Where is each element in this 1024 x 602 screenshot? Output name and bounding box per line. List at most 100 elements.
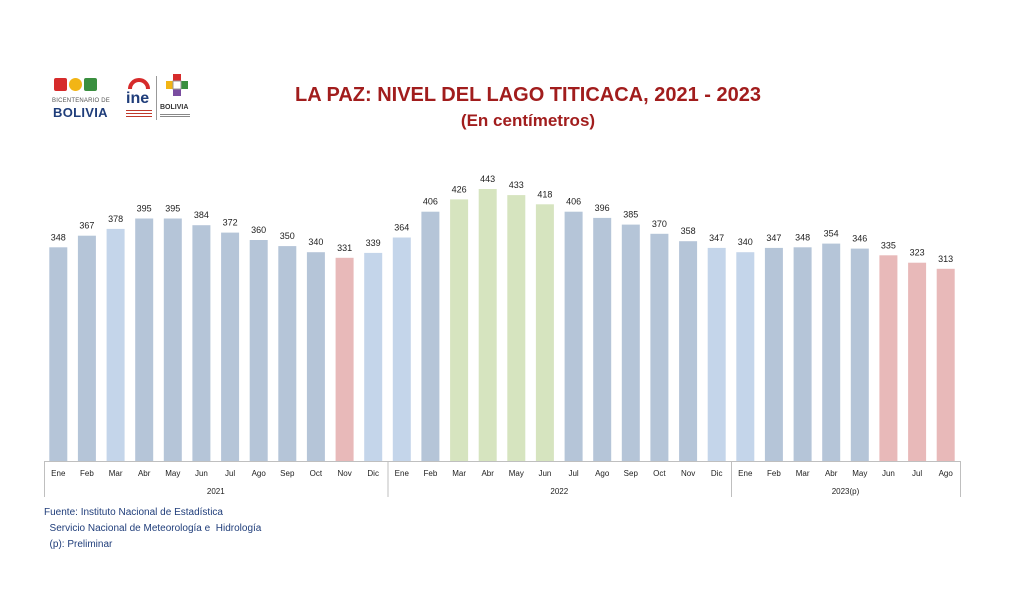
chart-subtitle: (En centímetros) <box>460 111 596 130</box>
x-tick-label-8: Sep <box>280 469 295 478</box>
bar-29 <box>879 255 898 461</box>
x-tick-label-14: Mar <box>452 469 466 478</box>
bar-3 <box>135 218 154 461</box>
data-label-3: 395 <box>137 204 152 214</box>
data-label-15: 443 <box>480 174 495 184</box>
data-label-20: 385 <box>623 210 638 220</box>
bar-2 <box>106 228 125 461</box>
x-tick-label-28: May <box>852 469 867 478</box>
data-label-21: 370 <box>652 219 667 229</box>
x-tick-label-31: Ago <box>939 469 954 478</box>
bar-18 <box>564 211 583 461</box>
chart-title: LA PAZ: NIVEL DEL LAGO TITICACA, 2021 - … <box>294 84 761 106</box>
x-tick-label-27: Abr <box>825 469 838 478</box>
data-label-30: 323 <box>910 248 925 258</box>
bar-1 <box>77 235 96 461</box>
x-tick-label-9: Oct <box>310 469 323 478</box>
x-tick-label-17: Jun <box>538 469 551 478</box>
bolivia-state-logo: BOLIVIA <box>160 74 192 122</box>
data-label-31: 313 <box>938 254 953 264</box>
bar-0 <box>49 247 68 461</box>
bar-30 <box>908 262 927 461</box>
x-tick-label-1: Feb <box>80 469 94 478</box>
bar-11 <box>364 252 383 461</box>
bicentenario-green-mark <box>84 78 97 91</box>
x-tick-label-20: Sep <box>624 469 639 478</box>
bar-5 <box>192 225 211 461</box>
data-label-18: 406 <box>566 197 581 207</box>
x-tick-label-29: Jun <box>882 469 895 478</box>
bolivia-logo-text: BOLIVIA <box>160 104 189 111</box>
data-label-14: 426 <box>452 184 467 194</box>
logos-area: BICENTENARIO DE BOLIVIA ine BOLIVIA <box>52 74 192 124</box>
data-label-1: 367 <box>79 221 94 231</box>
x-tick-label-15: Abr <box>481 469 494 478</box>
bar-6 <box>221 232 240 461</box>
bicentenario-small-text: BICENTENARIO DE <box>52 98 111 104</box>
data-label-28: 346 <box>852 234 867 244</box>
bar-7 <box>249 240 268 461</box>
footer-note: (p): Preliminar <box>44 539 113 550</box>
data-label-24: 340 <box>738 237 753 247</box>
x-tick-label-30: Jul <box>912 469 922 478</box>
data-label-9: 340 <box>308 237 323 247</box>
bar-21 <box>650 233 669 461</box>
bar-16 <box>507 195 526 461</box>
x-tick-label-7: Ago <box>252 469 267 478</box>
data-label-6: 372 <box>223 218 238 228</box>
bar-9 <box>306 252 325 461</box>
bar-14 <box>450 199 469 461</box>
bar-12 <box>392 237 411 461</box>
group-label-0: 2021 <box>207 487 225 496</box>
bolivia-logo-subtext-lines <box>160 114 190 118</box>
data-label-8: 350 <box>280 231 295 241</box>
x-tick-label-2: Mar <box>109 469 123 478</box>
ine-text: ine <box>126 90 150 107</box>
bar-24 <box>736 252 755 461</box>
x-tick-label-21: Oct <box>653 469 666 478</box>
x-tick-label-10: Nov <box>337 469 351 478</box>
bar-10 <box>335 257 354 461</box>
bolivia-emblem-icon <box>166 74 188 96</box>
x-tick-label-5: Jun <box>195 469 208 478</box>
footer-source-2: Servicio Nacional de Meteorología e Hidr… <box>44 523 262 534</box>
x-tick-label-11: Dic <box>367 469 379 478</box>
group-label-2: 2023(p) <box>832 487 860 496</box>
data-label-11: 339 <box>366 238 381 248</box>
bar-20 <box>621 224 640 461</box>
bar-19 <box>593 217 612 461</box>
bar-15 <box>478 189 497 461</box>
data-label-0: 348 <box>51 232 66 242</box>
data-label-7: 360 <box>251 225 266 235</box>
ine-logo: ine <box>124 74 154 122</box>
bar-23 <box>707 247 726 461</box>
x-tick-label-0: Ene <box>51 469 66 478</box>
x-tick-label-4: May <box>165 469 180 478</box>
x-tick-label-18: Jul <box>568 469 578 478</box>
data-label-12: 364 <box>394 223 409 233</box>
bicentenario-logo: BICENTENARIO DE BOLIVIA <box>52 74 114 122</box>
data-label-13: 406 <box>423 197 438 207</box>
data-label-16: 433 <box>509 180 524 190</box>
bicentenario-yellow-mark <box>69 78 82 91</box>
data-label-29: 335 <box>881 240 896 250</box>
bar-31 <box>936 268 955 461</box>
group-label-1: 2022 <box>550 487 568 496</box>
ine-arc-icon <box>128 78 150 90</box>
bar-17 <box>535 204 554 462</box>
data-label-2: 378 <box>108 214 123 224</box>
data-label-26: 348 <box>795 232 810 242</box>
x-tick-label-3: Abr <box>138 469 151 478</box>
ine-subtext-lines <box>126 110 152 118</box>
logo-divider <box>156 76 157 120</box>
bar-25 <box>764 247 783 461</box>
x-tick-label-25: Feb <box>767 469 781 478</box>
bar-27 <box>822 243 841 461</box>
bicentenario-red-mark <box>54 78 67 91</box>
bar-26 <box>793 247 812 461</box>
x-tick-label-6: Jul <box>225 469 235 478</box>
data-label-19: 396 <box>595 203 610 213</box>
x-tick-label-16: May <box>509 469 524 478</box>
data-label-27: 354 <box>824 229 839 239</box>
